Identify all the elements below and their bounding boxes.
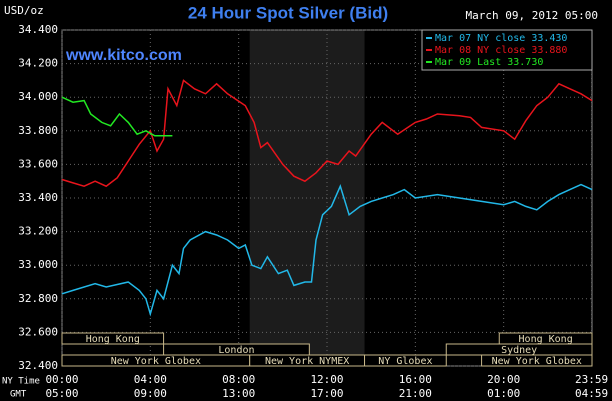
session-label: Sydney [501,345,537,356]
session-bar [481,354,593,367]
x-tick-label: 12:00 [310,373,343,386]
legend-label: Mar 08 NY close 33.880 [435,45,567,56]
x2-tick-label: 17:00 [310,387,343,400]
session-label: New York NYMEX [265,356,349,367]
x2-tick-label: 09:00 [134,387,167,400]
legend-label: Mar 09 Last 33.730 [435,57,543,68]
session-label: Hong Kong [86,334,140,345]
x2-tick-label: 05:00 [45,387,78,400]
session-label: NY Globex [378,356,432,367]
y-tick-label: 32.800 [18,292,58,305]
series-line [61,183,593,317]
x-tick-label: 04:00 [134,373,167,386]
timestamp: March 09, 2012 05:00 [466,9,598,22]
series-line [61,96,173,137]
y-tick-label: 32.600 [18,325,58,338]
y-tick-label: 34.000 [18,90,58,103]
site-label: www.kitco.com [65,47,182,64]
session-label: London [218,345,254,356]
session-bar [364,354,447,367]
x2-tick-label: 01:00 [487,387,520,400]
y-tick-label: 33.800 [18,124,58,137]
x-tick-label: 23:59 [575,373,608,386]
x-axis-label: NY Time [2,377,40,387]
x2-axis-label: GMT [10,390,27,400]
chart-title: 24 Hour Spot Silver (Bid) [188,3,388,22]
session-label: Hong Kong [519,334,573,345]
unit-label: USD/oz [4,4,44,17]
y-tick-label: 33.600 [18,157,58,170]
highlight-region [249,30,365,366]
x-tick-label: 16:00 [399,373,432,386]
session-label: New York Globex [111,356,201,367]
session-label: New York Globex [492,356,582,367]
x2-tick-label: 13:00 [222,387,255,400]
legend-box [421,29,593,71]
x-tick-label: 08:00 [222,373,255,386]
y-tick-label: 34.200 [18,57,58,70]
legend-label: Mar 07 NY close 33.430 [435,33,567,44]
x2-tick-label: 04:59 [575,387,608,400]
y-tick-label: 32.400 [18,359,58,372]
x-tick-label: 00:00 [45,373,78,386]
session-bar [61,332,165,345]
y-tick-label: 33.000 [18,258,58,271]
y-tick-label: 33.400 [18,191,58,204]
x2-tick-label: 21:00 [399,387,432,400]
y-tick-label: 34.400 [18,23,58,36]
x-tick-label: 20:00 [487,373,520,386]
y-tick-label: 33.200 [18,225,58,238]
